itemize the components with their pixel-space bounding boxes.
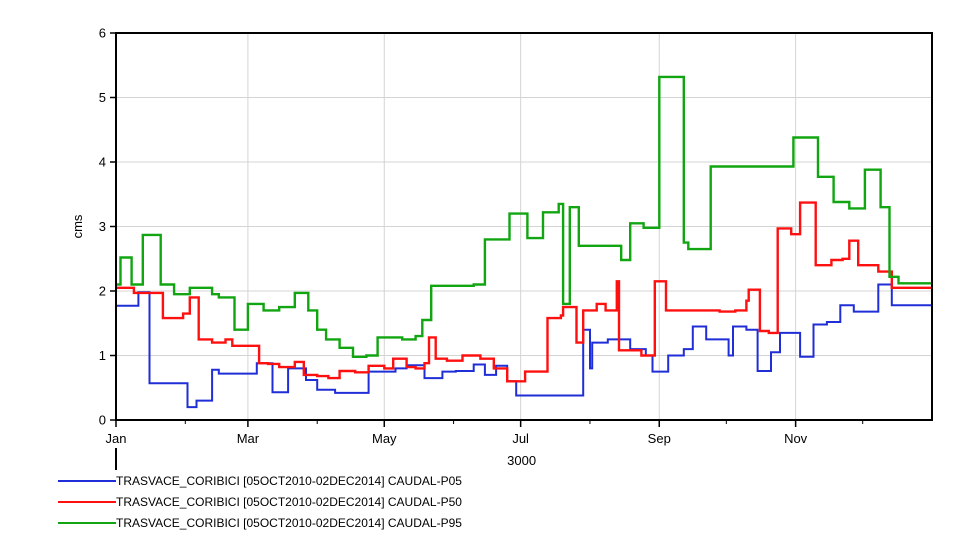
series-line-p95 (116, 75, 932, 358)
legend-swatch-p50 (58, 500, 116, 503)
series-line-p50 (116, 201, 932, 383)
grid-lines (116, 33, 932, 420)
x-axis-sublabel: 3000 (507, 453, 536, 468)
legend: TRASVACE_CORIBICI [05OCT2010-02DEC2014] … (58, 470, 462, 533)
legend-label-p95: TRASVACE_CORIBICI [05OCT2010-02DEC2014] … (116, 515, 462, 530)
y-tick-label: 3 (99, 219, 106, 234)
legend-label-p50: TRASVACE_CORIBICI [05OCT2010-02DEC2014] … (116, 494, 462, 509)
x-tick-label: Sep (648, 431, 671, 446)
y-tick-label: 1 (99, 348, 106, 363)
y-axis-label: cms (70, 214, 85, 238)
series-layer (116, 75, 932, 409)
y-tick-label: 4 (99, 155, 106, 170)
y-tick-label: 0 (99, 413, 106, 428)
legend-item-p95: TRASVACE_CORIBICI [05OCT2010-02DEC2014] … (58, 512, 462, 533)
y-tick-label: 5 (99, 90, 106, 105)
x-tick-label: Nov (784, 431, 808, 446)
y-tick-label: 2 (99, 284, 106, 299)
legend-swatch-p95 (58, 521, 116, 524)
y-axis: 0 1 2 3 4 5 6 (99, 26, 116, 428)
legend-label-p05: TRASVACE_CORIBICI [05OCT2010-02DEC2014] … (116, 473, 462, 488)
x-axis: Jan Mar May Jul Sep Nov (106, 420, 864, 470)
legend-item-p05: TRASVACE_CORIBICI [05OCT2010-02DEC2014] … (58, 470, 462, 491)
legend-swatch-p05 (58, 479, 116, 482)
legend-item-p50: TRASVACE_CORIBICI [05OCT2010-02DEC2014] … (58, 491, 462, 512)
x-tick-label: Jan (106, 431, 127, 446)
x-tick-label: Jul (512, 431, 529, 446)
x-tick-label: Mar (237, 431, 260, 446)
x-tick-label: May (372, 431, 397, 446)
y-tick-label: 6 (99, 26, 106, 41)
